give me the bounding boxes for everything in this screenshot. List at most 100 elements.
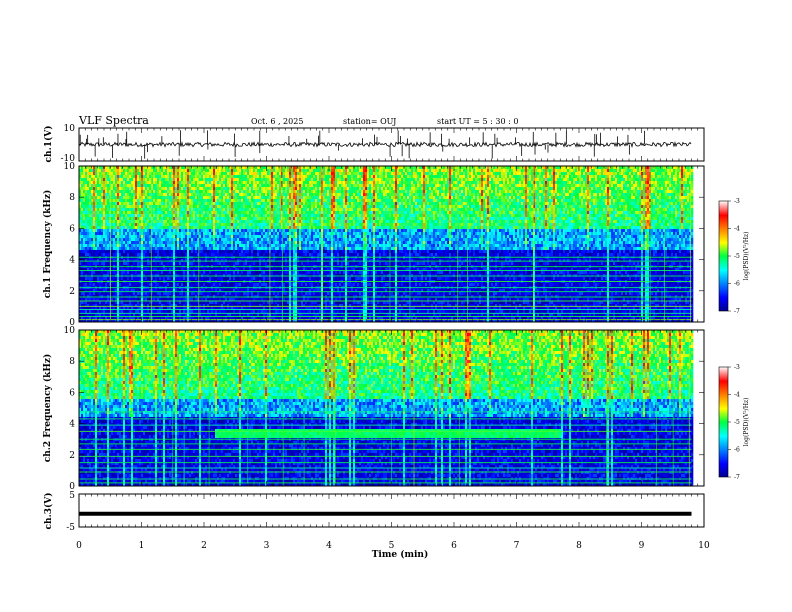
spectrogram-cell [97,169,100,173]
spectrogram-cell [165,235,168,239]
spectrogram-cell [243,271,246,275]
spectrogram-cell [105,217,108,221]
spectrogram-cell [199,298,202,302]
spectrogram-cell [203,178,206,182]
spectrogram-cell [141,253,144,257]
spectrogram-cell [117,313,120,317]
spectrogram-cell [203,226,206,230]
spectrogram-cell [225,262,228,266]
spectrogram-cell [115,241,118,245]
spectrogram-cell [181,244,184,248]
spectrogram-cell [179,247,182,251]
spectrogram-cell [175,298,178,302]
spectrogram-cell [79,181,82,185]
spectrogram-cell [117,178,120,182]
spectrogram-cell [247,313,250,317]
spectrogram-cell [221,190,224,194]
spectrogram-cell [101,310,104,314]
spectrogram-cell [117,271,120,275]
spectrogram-cell [179,169,182,173]
spectrogram-cell [139,202,142,206]
spectrogram-cell [201,268,204,272]
spectrogram-cell [151,283,154,287]
spectrogram-cell [227,217,230,221]
spectrogram-cell [173,253,176,257]
spectrogram-cell [177,298,180,302]
spectrogram-cell [243,244,246,248]
spectrogram-cell [231,268,234,272]
spectrogram-cell [215,250,218,254]
spectrogram-cell [151,253,154,257]
spectrogram-cell [117,235,120,239]
spectrogram-cell [163,169,166,173]
spectrogram-cell [87,202,90,206]
spectrogram-cell [165,232,168,236]
spectrogram-cell [197,313,200,317]
spectrogram-cell [241,283,244,287]
spectrogram-cell [105,202,108,206]
spectrogram-cell [155,301,158,305]
spectrogram-cell [153,298,156,302]
spectrogram-cell [167,241,170,245]
spectrogram-cell [249,238,252,242]
spectrogram-cell [255,271,258,275]
spectrogram-cell [127,232,130,236]
spectrogram-cell [237,304,240,308]
spectrogram-cell [239,226,242,230]
spectrogram-cell [175,283,178,287]
spectrogram-cell [79,259,82,263]
spectrogram-cell [223,253,226,257]
spectrogram-cell [125,298,128,302]
spectrogram-cell [141,292,144,296]
spectrogram-cell [191,247,194,251]
spectrogram-cell [95,238,98,242]
spectrogram-cell [259,226,262,230]
spectrogram-cell [249,277,252,281]
spectrogram-cell [205,235,208,239]
spectrogram-cell [235,250,238,254]
spectrogram-cell [105,298,108,302]
spectrogram-cell [141,247,144,251]
spectrogram-cell [257,316,260,320]
spectrogram-cell [131,259,134,263]
spectrogram-cell [233,238,236,242]
spectrogram-cell [181,214,184,218]
spectrogram-cell [143,199,146,203]
spectrogram-cell [187,172,190,176]
spectrogram-cell [209,184,212,188]
spectrogram-cell [171,307,174,311]
spectrogram-cell [87,199,90,203]
spectrogram-cell [219,238,222,242]
spectrogram-cell [125,277,128,281]
spectrogram-cell [201,220,204,224]
spectrogram-cell [185,232,188,236]
spectrogram-cell [91,238,94,242]
spectrogram-cell [141,169,144,173]
spectrogram-cell [105,301,108,305]
spectrogram-cell [161,319,164,323]
spectrogram-cell [227,166,230,170]
spectrogram-cell [165,244,168,248]
spectrogram-cell [213,289,216,293]
spectrogram-cell [79,214,82,218]
spectrogram-cell [199,169,202,173]
spectrogram-cell [227,202,230,206]
spectrogram-cell [169,175,172,179]
spectrogram-cell [143,283,146,287]
spectrogram-cell [95,205,98,209]
spectrogram-cell [81,169,84,173]
spectrogram-cell [107,226,110,230]
spectrogram-cell [117,214,120,218]
spectrogram-cell [189,232,192,236]
spectrogram-cell [161,208,164,212]
spectrogram-cell [117,259,120,263]
spectrogram-cell [189,220,192,224]
spectrogram-cell [131,196,134,200]
spectrogram-cell [161,238,164,242]
spectrogram-cell [113,193,116,197]
spectrogram-cell [143,250,146,254]
spectrogram-cell [119,235,122,239]
spectrogram-cell [165,229,168,233]
spectrogram-cell [219,241,222,245]
spectrogram-cell [107,298,110,302]
